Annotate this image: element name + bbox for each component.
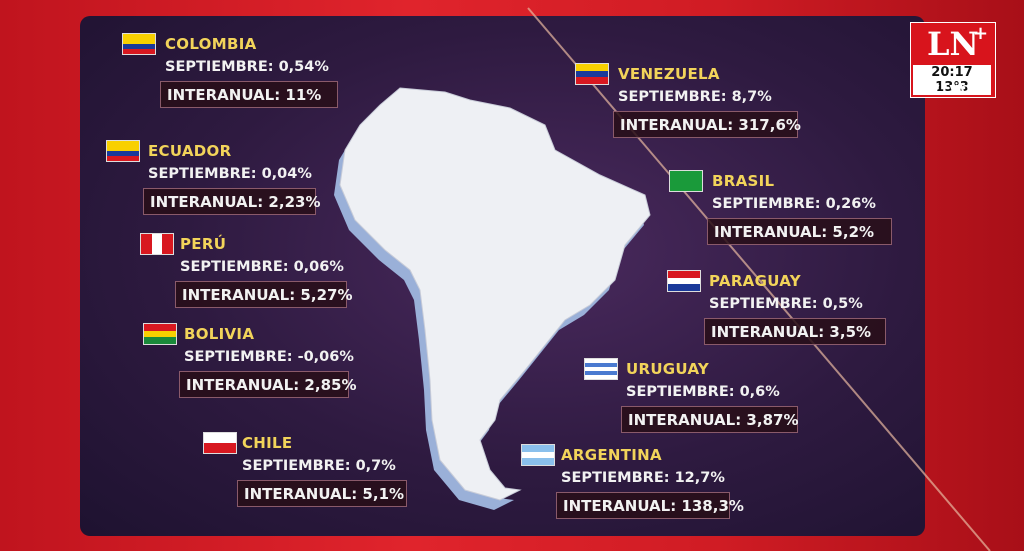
monthly-inflation: SEPTIEMBRE: 0,06% bbox=[180, 259, 344, 275]
country-name: COLOMBIA bbox=[165, 35, 257, 53]
flag-stripe bbox=[668, 277, 700, 285]
flag-stripe bbox=[576, 70, 608, 78]
monthly-inflation: SEPTIEMBRE: 0,26% bbox=[712, 196, 876, 212]
annual-inflation: INTERANUAL: 2,23% bbox=[143, 188, 320, 215]
flag-stripe bbox=[522, 458, 554, 465]
annual-inflation: INTERANUAL: 5,2% bbox=[707, 218, 892, 245]
flag bbox=[667, 270, 701, 292]
flag-stripe bbox=[123, 44, 155, 49]
flag-stripe bbox=[522, 445, 554, 452]
country-name: VENEZUELA bbox=[618, 65, 720, 83]
clock: 20:17 13°3 bbox=[913, 65, 991, 95]
monthly-inflation: SEPTIEMBRE: 0,5% bbox=[709, 296, 863, 312]
flag-stripe bbox=[204, 433, 236, 443]
flag-stripe bbox=[585, 375, 617, 379]
monthly-inflation: SEPTIEMBRE: 0,04% bbox=[148, 166, 312, 182]
country-name: BOLIVIA bbox=[184, 325, 255, 343]
flag-stripe bbox=[585, 367, 617, 371]
flag-stripe bbox=[585, 363, 617, 367]
flag-stripe bbox=[107, 156, 139, 161]
annual-inflation: INTERANUAL: 138,3% bbox=[556, 492, 744, 519]
country-name: URUGUAY bbox=[626, 360, 710, 378]
logo-text: LN bbox=[927, 25, 979, 63]
flag bbox=[106, 140, 140, 162]
logo-plus: + bbox=[973, 23, 989, 44]
flag-stripe bbox=[585, 359, 617, 363]
flag-stripe bbox=[668, 284, 700, 291]
flag-stripe bbox=[576, 64, 608, 71]
country-name: ARGENTINA bbox=[561, 446, 662, 464]
flag-stripe bbox=[670, 171, 702, 191]
diagonal-line bbox=[527, 7, 991, 551]
annual-inflation: INTERANUAL: 3,87% bbox=[621, 406, 798, 433]
flag bbox=[143, 323, 177, 345]
flag-stripe bbox=[107, 151, 139, 156]
annual-inflation: INTERANUAL: 2,85% bbox=[179, 371, 356, 398]
flag-stripe bbox=[123, 34, 155, 39]
flag bbox=[521, 444, 555, 466]
flag bbox=[575, 63, 609, 85]
flag bbox=[669, 170, 703, 192]
monthly-inflation: SEPTIEMBRE: 0,7% bbox=[242, 458, 396, 474]
country-name: ECUADOR bbox=[148, 142, 232, 160]
annual-inflation: INTERANUAL: 3,5% bbox=[704, 318, 886, 345]
flag-stripe bbox=[107, 141, 139, 146]
country-name: PARAGUAY bbox=[709, 272, 801, 290]
monthly-inflation: SEPTIEMBRE: -0,06% bbox=[184, 349, 354, 365]
monthly-inflation: SEPTIEMBRE: 0,6% bbox=[626, 384, 780, 400]
flag bbox=[140, 233, 174, 255]
flag-stripe bbox=[585, 371, 617, 375]
annual-inflation: INTERANUAL: 5,1% bbox=[237, 480, 407, 507]
flag-stripe bbox=[162, 234, 173, 254]
channel-logo: LN + 20:17 13°3 VIVO bbox=[910, 22, 996, 98]
annual-inflation: INTERANUAL: 5,27% bbox=[175, 281, 352, 308]
flag-stripe bbox=[151, 234, 163, 254]
annual-inflation: INTERANUAL: 11% bbox=[160, 81, 338, 108]
flag-stripe bbox=[123, 49, 155, 54]
flag-stripe bbox=[204, 443, 236, 453]
flag bbox=[203, 432, 237, 454]
flag bbox=[584, 358, 618, 380]
flag-stripe bbox=[576, 77, 608, 84]
monthly-inflation: SEPTIEMBRE: 8,7% bbox=[618, 89, 772, 105]
south-america-map bbox=[339, 87, 651, 501]
flag-stripe bbox=[144, 337, 176, 344]
monthly-inflation: SEPTIEMBRE: 0,54% bbox=[165, 59, 329, 75]
country-name: BRASIL bbox=[712, 172, 775, 190]
flag-stripe bbox=[123, 39, 155, 44]
annual-inflation: INTERANUAL: 317,6% bbox=[613, 111, 801, 138]
country-name: PERÚ bbox=[180, 235, 227, 253]
monthly-inflation: SEPTIEMBRE: 12,7% bbox=[561, 470, 725, 486]
flag-stripe bbox=[668, 271, 700, 278]
flag-stripe bbox=[144, 330, 176, 338]
flag-stripe bbox=[141, 234, 152, 254]
live-label: VIVO bbox=[930, 83, 974, 96]
flag-stripe bbox=[107, 146, 139, 151]
flag-stripe bbox=[144, 324, 176, 331]
flag-stripe bbox=[522, 451, 554, 459]
flag bbox=[122, 33, 156, 55]
country-name: CHILE bbox=[242, 434, 293, 452]
